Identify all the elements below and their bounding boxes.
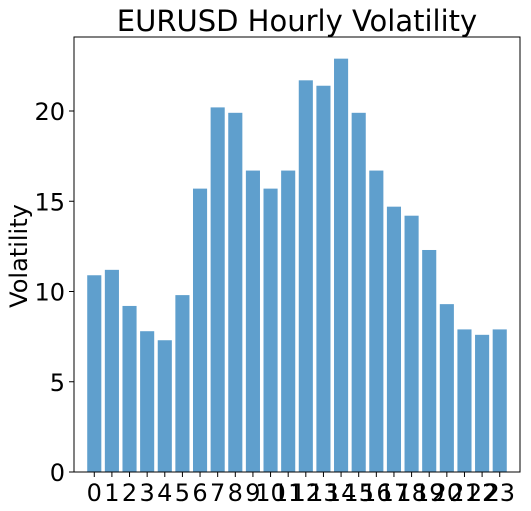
bar-hour-4 xyxy=(157,340,172,472)
bar-hour-19 xyxy=(422,249,437,472)
bar-hour-8 xyxy=(228,112,243,472)
y-tick-label: 20 xyxy=(34,98,65,126)
x-tick-label: 10 xyxy=(255,479,286,507)
y-tick-label: 10 xyxy=(34,279,65,307)
bar-hour-16 xyxy=(369,170,384,472)
bar-hour-21 xyxy=(457,329,472,472)
bar-hour-3 xyxy=(140,331,155,472)
x-tick-label: 4 xyxy=(157,479,172,507)
x-tick-label: 9 xyxy=(245,479,260,507)
bar-hour-20 xyxy=(439,304,454,472)
bar-hour-9 xyxy=(245,170,260,472)
y-axis-ticks: 0 5 10 15 20 xyxy=(34,98,74,487)
bar-hour-7 xyxy=(210,107,225,472)
bar-hour-5 xyxy=(175,295,190,472)
x-tick-label: 0 xyxy=(87,479,102,507)
bar-hour-17 xyxy=(386,206,402,473)
y-tick-label: 5 xyxy=(50,369,65,397)
bar-hour-14 xyxy=(334,58,349,472)
bar-hour-13 xyxy=(316,85,331,472)
bar-hour-22 xyxy=(475,334,490,472)
chart-title: EURUSD Hourly Volatility xyxy=(117,4,477,38)
x-tick-label: 3 xyxy=(140,479,155,507)
x-tick-label: 23 xyxy=(484,479,515,507)
x-tick-label: 20 xyxy=(432,479,463,507)
bar-hour-12 xyxy=(298,80,313,472)
x-tick-label: 12 xyxy=(291,479,322,507)
x-tick-label: 8 xyxy=(228,479,243,507)
y-axis-label: Volatility xyxy=(5,204,33,308)
x-tick-label: 17 xyxy=(379,479,410,507)
bar-hour-6 xyxy=(192,188,208,472)
x-tick-label: 14 xyxy=(326,479,357,507)
bar-hour-23 xyxy=(492,329,507,472)
x-tick-label: 19 xyxy=(414,479,445,507)
x-tick-label: 21 xyxy=(449,479,480,507)
x-tick-label: 13 xyxy=(308,479,339,507)
x-tick-label: 1 xyxy=(104,479,119,507)
x-tick-label: 22 xyxy=(467,479,498,507)
x-tick-label: 18 xyxy=(396,479,427,507)
y-tick-label: 15 xyxy=(34,188,65,216)
x-tick-label: 6 xyxy=(192,479,207,507)
bar-hour-0 xyxy=(87,275,102,472)
bar-hour-18 xyxy=(404,215,419,473)
x-tick-label: 5 xyxy=(175,479,190,507)
x-tick-label: 16 xyxy=(361,479,392,507)
bar-hour-10 xyxy=(263,188,278,472)
x-tick-label: 11 xyxy=(273,479,304,507)
bar-hour-15 xyxy=(351,112,366,472)
x-tick-label: 2 xyxy=(122,479,137,507)
x-tick-label: 15 xyxy=(343,479,374,507)
bars-group xyxy=(87,58,507,473)
plot-frame xyxy=(73,36,521,473)
bar-hour-2 xyxy=(122,305,137,472)
x-tick-label: 7 xyxy=(210,479,225,507)
bar-hour-11 xyxy=(281,170,296,472)
bar-hour-1 xyxy=(104,269,119,472)
y-tick-label: 0 xyxy=(50,459,65,487)
